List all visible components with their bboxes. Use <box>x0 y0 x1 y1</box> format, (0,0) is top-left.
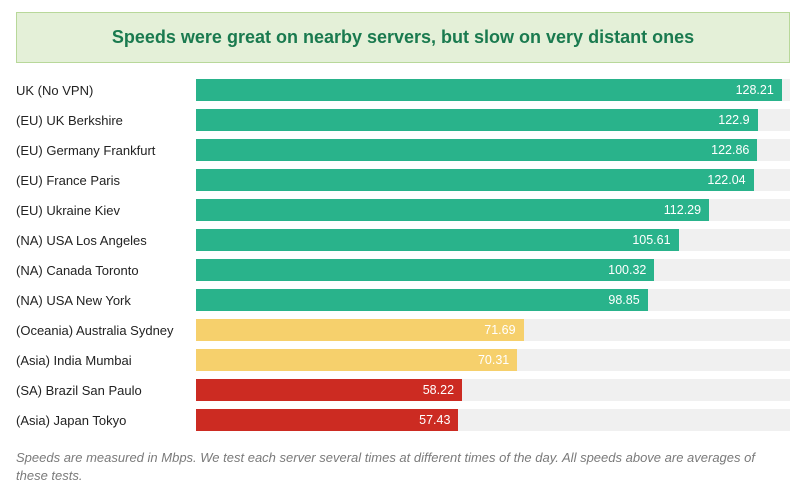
bar-value: 100.32 <box>608 263 646 277</box>
bar-fill: 105.61 <box>196 229 679 251</box>
bar-label: (SA) Brazil San Paulo <box>16 383 196 398</box>
bar-fill: 128.21 <box>196 79 782 101</box>
bar-fill: 122.04 <box>196 169 754 191</box>
bar-value: 105.61 <box>632 233 670 247</box>
bar-label: (NA) USA Los Angeles <box>16 233 196 248</box>
bar-value: 122.04 <box>707 173 745 187</box>
bar-label: (Oceania) Australia Sydney <box>16 323 196 338</box>
bar-track: 100.32 <box>196 259 790 281</box>
bar-fill: 57.43 <box>196 409 458 431</box>
bar-fill: 122.86 <box>196 139 757 161</box>
bar-label: (EU) UK Berkshire <box>16 113 196 128</box>
chart-row: (NA) USA Los Angeles 105.61 <box>16 225 790 255</box>
chart-row: (Asia) India Mumbai 70.31 <box>16 345 790 375</box>
bar-label: (Asia) Japan Tokyo <box>16 413 196 428</box>
bar-track: 122.04 <box>196 169 790 191</box>
bar-value: 128.21 <box>736 83 774 97</box>
bar-label: (NA) USA New York <box>16 293 196 308</box>
bar-label: (EU) Germany Frankfurt <box>16 143 196 158</box>
speed-chart: UK (No VPN)128.21(EU) UK Berkshire122.9(… <box>16 75 790 435</box>
bar-track: 70.31 <box>196 349 790 371</box>
chart-footnote: Speeds are measured in Mbps. We test eac… <box>16 449 790 485</box>
bar-value: 98.85 <box>608 293 639 307</box>
bar-track: 71.69 <box>196 319 790 341</box>
bar-track: 105.61 <box>196 229 790 251</box>
bar-track: 122.9 <box>196 109 790 131</box>
chart-row: (NA) Canada Toronto 100.32 <box>16 255 790 285</box>
bar-label: (Asia) India Mumbai <box>16 353 196 368</box>
chart-row: (NA) USA New York 98.85 <box>16 285 790 315</box>
chart-row: (EU) UK Berkshire 122.9 <box>16 105 790 135</box>
bar-value: 112.29 <box>664 203 701 217</box>
chart-title: Speeds were great on nearby servers, but… <box>16 12 790 63</box>
bar-label: (EU) France Paris <box>16 173 196 188</box>
bar-fill: 71.69 <box>196 319 524 341</box>
bar-fill: 122.9 <box>196 109 758 131</box>
bar-value: 70.31 <box>478 353 509 367</box>
chart-row: (Asia) Japan Tokyo 57.43 <box>16 405 790 435</box>
bar-fill: 58.22 <box>196 379 462 401</box>
bar-track: 58.22 <box>196 379 790 401</box>
bar-value: 122.9 <box>718 113 749 127</box>
bar-value: 57.43 <box>419 413 450 427</box>
bar-track: 98.85 <box>196 289 790 311</box>
bar-track: 122.86 <box>196 139 790 161</box>
bar-fill: 100.32 <box>196 259 654 281</box>
chart-row: (EU) France Paris 122.04 <box>16 165 790 195</box>
chart-row: (EU) Germany Frankfurt 122.86 <box>16 135 790 165</box>
bar-fill: 70.31 <box>196 349 517 371</box>
bar-fill: 98.85 <box>196 289 648 311</box>
bar-value: 122.86 <box>711 143 749 157</box>
chart-row: (SA) Brazil San Paulo 58.22 <box>16 375 790 405</box>
bar-fill: 112.29 <box>196 199 709 221</box>
bar-track: 112.29 <box>196 199 790 221</box>
chart-row: UK (No VPN) 128.21 <box>16 75 790 105</box>
chart-row: (Oceania) Australia Sydney 71.69 <box>16 315 790 345</box>
bar-track: 57.43 <box>196 409 790 431</box>
bar-value: 58.22 <box>423 383 454 397</box>
chart-row: (EU) Ukraine Kiev 112.29 <box>16 195 790 225</box>
bar-track: 128.21 <box>196 79 790 101</box>
bar-value: 71.69 <box>484 323 515 337</box>
bar-label: (EU) Ukraine Kiev <box>16 203 196 218</box>
bar-label: UK (No VPN) <box>16 83 196 98</box>
bar-label: (NA) Canada Toronto <box>16 263 196 278</box>
